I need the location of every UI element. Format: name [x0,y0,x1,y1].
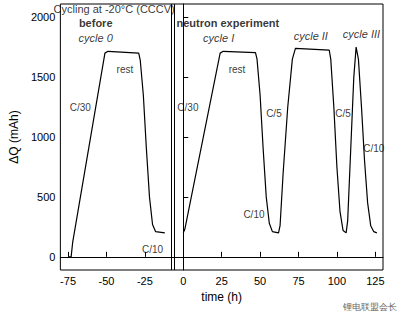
svg-text:cycle II: cycle II [294,30,328,42]
svg-text:neutron experiment: neutron experiment [176,17,279,29]
svg-text:25: 25 [216,275,228,287]
svg-text:0: 0 [49,251,55,263]
svg-text:125: 125 [366,275,384,287]
svg-text:C/30: C/30 [177,102,199,113]
svg-text:500: 500 [37,191,55,203]
svg-text:75: 75 [292,275,304,287]
svg-text:0: 0 [180,275,186,287]
svg-text:C/10: C/10 [142,244,164,255]
svg-text:rest: rest [117,64,134,75]
svg-text:before: before [79,17,113,29]
svg-text:C/10: C/10 [363,143,385,154]
svg-text:cycle 0: cycle 0 [79,32,114,44]
svg-text:C/30: C/30 [70,102,92,113]
svg-text:50: 50 [254,275,266,287]
svg-text:rest: rest [229,64,246,75]
svg-text:C/5: C/5 [266,108,282,119]
svg-text:锂电联盟会长: 锂电联盟会长 [342,302,397,312]
svg-text:time (h): time (h) [201,290,242,304]
svg-text:C/5: C/5 [335,108,351,119]
svg-text:cycle III: cycle III [343,28,380,40]
svg-text:ΔQ (mAh): ΔQ (mAh) [7,110,21,163]
svg-text:-50: -50 [99,275,115,287]
svg-text:2000: 2000 [31,11,55,23]
svg-text:-75: -75 [60,275,76,287]
svg-text:100: 100 [328,275,346,287]
svg-text:cycle I: cycle I [203,32,234,44]
svg-text:-25: -25 [137,275,153,287]
svg-text:C/10: C/10 [243,209,265,220]
svg-text:Cycling at -20°C (CCCV): Cycling at -20°C (CCCV) [54,3,175,15]
svg-text:1000: 1000 [31,131,55,143]
svg-text:1500: 1500 [31,71,55,83]
